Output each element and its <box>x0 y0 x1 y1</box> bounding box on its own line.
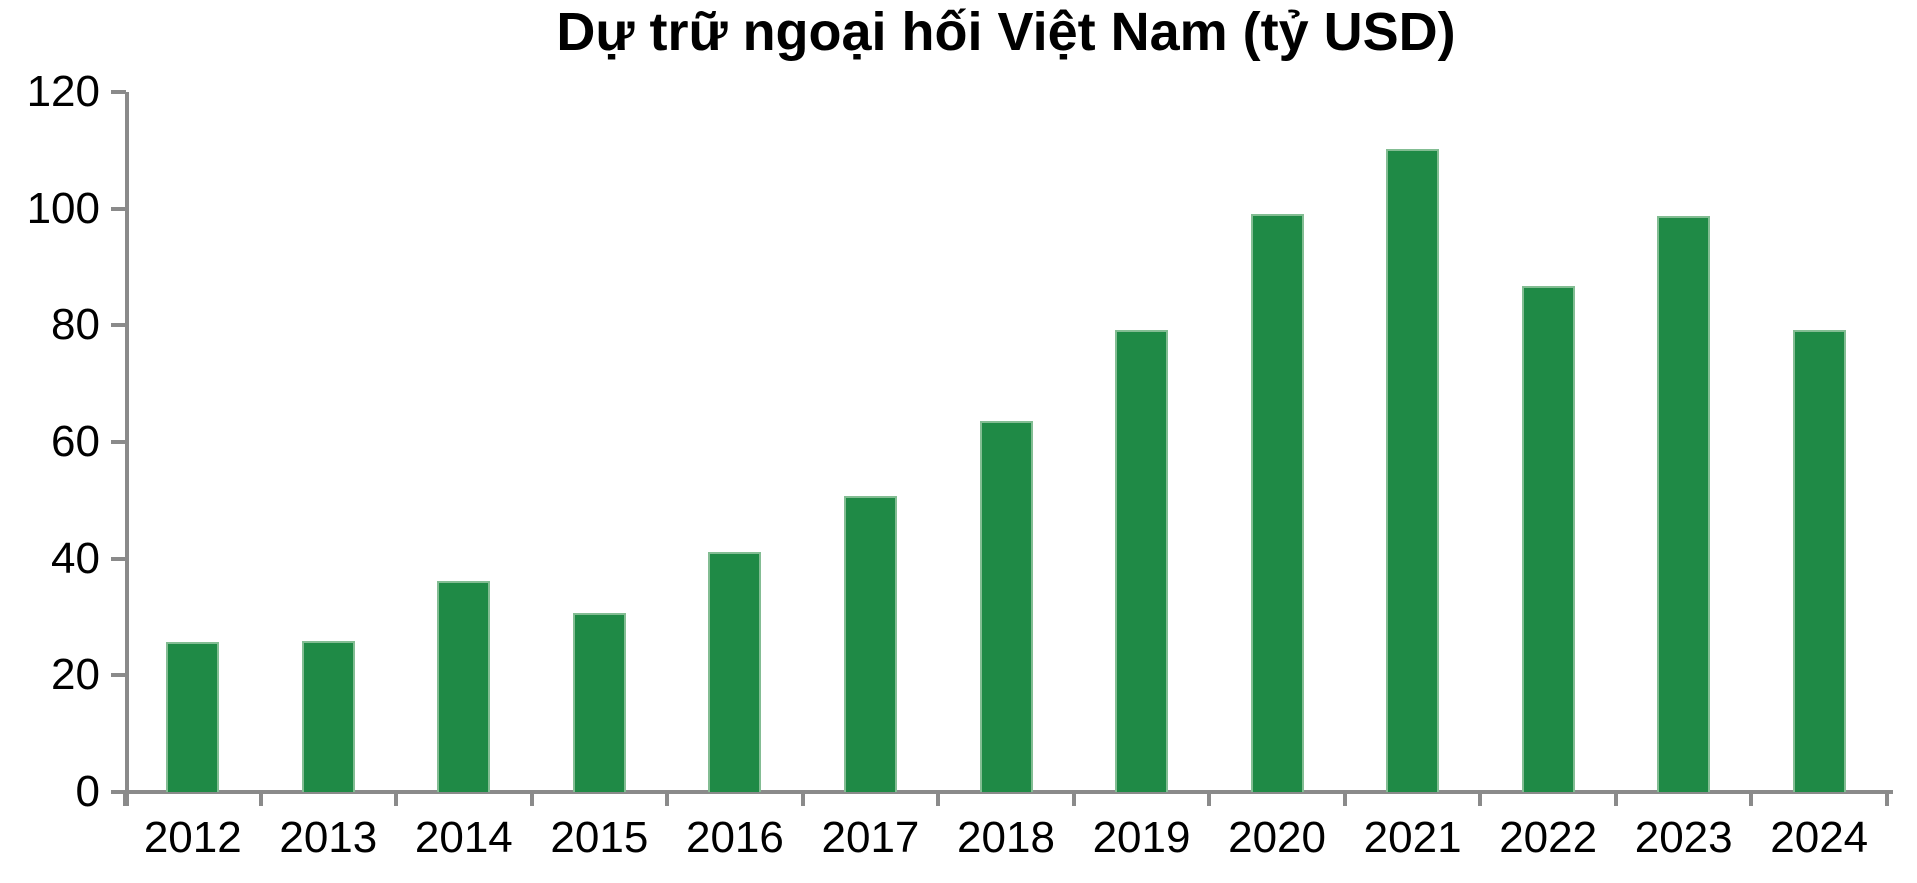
x-tick-label-2018: 2018 <box>957 813 1055 862</box>
y-tick-mark <box>111 673 126 678</box>
x-tick-label-2016: 2016 <box>685 813 784 862</box>
bar-2015 <box>572 613 626 792</box>
y-tick-label-60: 60 <box>51 417 100 466</box>
x-tick-mark <box>529 790 534 806</box>
bar-2017 <box>843 496 897 792</box>
x-tick-mark <box>665 790 670 806</box>
bar-2021 <box>1386 149 1440 792</box>
y-tick-label-20: 20 <box>51 650 100 700</box>
y-tick-label-40: 40 <box>51 533 100 583</box>
x-tick-label-2019: 2019 <box>1092 813 1191 862</box>
x-tick-mark <box>1071 790 1076 806</box>
x-tick-label-2022: 2022 <box>1499 813 1598 862</box>
bar-2012 <box>166 642 220 792</box>
x-tick-mark <box>1207 790 1212 806</box>
bar-2013 <box>301 640 355 792</box>
x-tick-label-2024: 2024 <box>1770 813 1869 862</box>
x-tick-mark <box>258 790 263 806</box>
y-tick-mark <box>111 556 126 561</box>
x-tick-label-2020: 2020 <box>1228 813 1326 862</box>
y-tick-mark <box>111 90 126 94</box>
bar-2020 <box>1250 213 1304 792</box>
y-axis-line <box>125 92 129 806</box>
x-tick-mark <box>394 790 399 806</box>
x-tick-mark <box>1613 790 1618 806</box>
x-tick-label-2014: 2014 <box>414 813 513 862</box>
x-tick-label-2023: 2023 <box>1634 813 1733 862</box>
x-tick-label-2013: 2013 <box>279 813 378 862</box>
x-tick-label-2012: 2012 <box>143 813 242 862</box>
x-tick-mark <box>123 790 127 806</box>
y-tick-mark <box>111 440 126 444</box>
bar-2016 <box>708 551 762 792</box>
x-tick-mark <box>1885 790 1889 806</box>
x-tick-label-2015: 2015 <box>550 813 649 862</box>
bar-2024 <box>1792 330 1846 792</box>
x-tick-label-2017: 2017 <box>821 813 920 862</box>
bar-2019 <box>1115 330 1169 792</box>
y-tick-mark <box>111 790 126 794</box>
x-tick-mark <box>1478 790 1483 806</box>
y-tick-label-100: 100 <box>26 183 100 233</box>
x-tick-mark <box>1749 790 1754 806</box>
y-tick-label-80: 80 <box>51 300 100 350</box>
bar-2022 <box>1521 286 1575 792</box>
x-axis-line <box>125 790 1893 794</box>
x-tick-mark <box>800 790 805 806</box>
bar-2018 <box>979 420 1033 792</box>
bar-2023 <box>1657 216 1711 792</box>
y-tick-mark <box>111 206 126 211</box>
y-tick-label-120: 120 <box>26 67 100 116</box>
x-tick-label-2021: 2021 <box>1363 813 1462 862</box>
plot-area <box>125 92 1887 792</box>
x-tick-mark <box>1342 790 1347 806</box>
chart-title: Dự trữ ngoại hối Việt Nam (tỷ USD) <box>556 2 1456 62</box>
y-tick-label-0: 0 <box>75 767 100 816</box>
x-tick-mark <box>936 790 941 806</box>
bar-2014 <box>437 581 491 792</box>
y-tick-mark <box>111 323 126 328</box>
